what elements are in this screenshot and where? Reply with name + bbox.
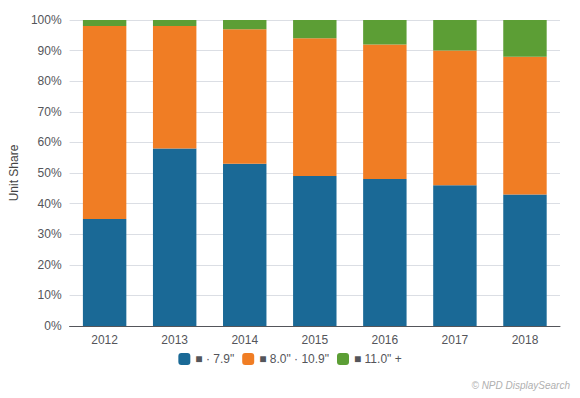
svg-text:2016: 2016: [372, 333, 399, 347]
svg-text:20%: 20%: [38, 258, 62, 272]
svg-text:■ 8.0" · 10.9": ■ 8.0" · 10.9": [259, 352, 329, 366]
svg-text:70%: 70%: [38, 105, 62, 119]
svg-text:2015: 2015: [301, 333, 328, 347]
svg-text:■ 11.0" +: ■ 11.0" +: [354, 352, 402, 366]
svg-text:30%: 30%: [38, 227, 62, 241]
svg-text:100%: 100%: [31, 13, 62, 27]
svg-text:Unit Share: Unit Share: [7, 144, 21, 201]
svg-text:2017: 2017: [442, 333, 469, 347]
svg-text:■ · 7.9": ■ · 7.9": [195, 352, 234, 366]
svg-text:90%: 90%: [38, 44, 62, 58]
svg-text:0%: 0%: [44, 319, 62, 333]
svg-text:2014: 2014: [231, 333, 258, 347]
svg-text:10%: 10%: [38, 288, 62, 302]
svg-text:2018: 2018: [512, 333, 539, 347]
svg-text:60%: 60%: [38, 135, 62, 149]
svg-text:80%: 80%: [38, 74, 62, 88]
svg-text:2012: 2012: [91, 333, 118, 347]
svg-text:2013: 2013: [161, 333, 188, 347]
svg-text:40%: 40%: [38, 197, 62, 211]
svg-text:50%: 50%: [38, 166, 62, 180]
svg-text:© NPD DisplaySearch: © NPD DisplaySearch: [471, 380, 570, 391]
